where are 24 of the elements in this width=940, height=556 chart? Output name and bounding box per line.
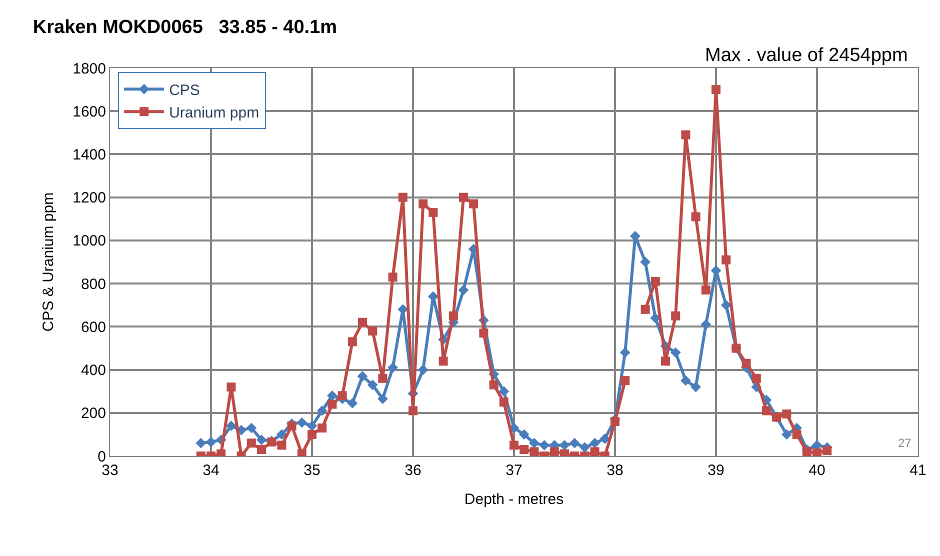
y-tick-label: 1400 (72, 146, 106, 164)
y-tick-label: 1200 (72, 190, 106, 207)
x-tick-label: 40 (808, 462, 826, 479)
chart-title: Kraken MOKD0065 33.85 - 40.1m (32, 16, 338, 38)
x-tick-label: 39 (708, 462, 724, 479)
x-tick-label: 41 (910, 462, 926, 479)
x-axis-title: Depth - metres (464, 491, 564, 508)
y-tick-label: 400 (80, 362, 106, 380)
y-tick-label: 200 (80, 405, 106, 422)
y-tick-label: 800 (80, 276, 106, 293)
annotation: 27 (898, 436, 912, 450)
x-tick-label: 37 (506, 462, 522, 479)
legend-label: CPS (169, 82, 200, 99)
x-tick-label: 35 (304, 462, 320, 479)
y-tick-label: 1800 (72, 60, 106, 78)
x-tick-label: 34 (202, 462, 220, 479)
x-tick-label: 36 (404, 462, 422, 479)
x-tick-label: 38 (606, 462, 624, 479)
text: Max . value of 2454ppm (705, 45, 908, 66)
y-axis-title: CPS & Uranium ppm (40, 192, 57, 332)
legend-label: Uranium ppm (169, 104, 260, 122)
y-tick-label: 1000 (72, 232, 106, 250)
y-tick-label: 600 (80, 318, 106, 336)
y-tick-label: 1600 (72, 103, 106, 120)
